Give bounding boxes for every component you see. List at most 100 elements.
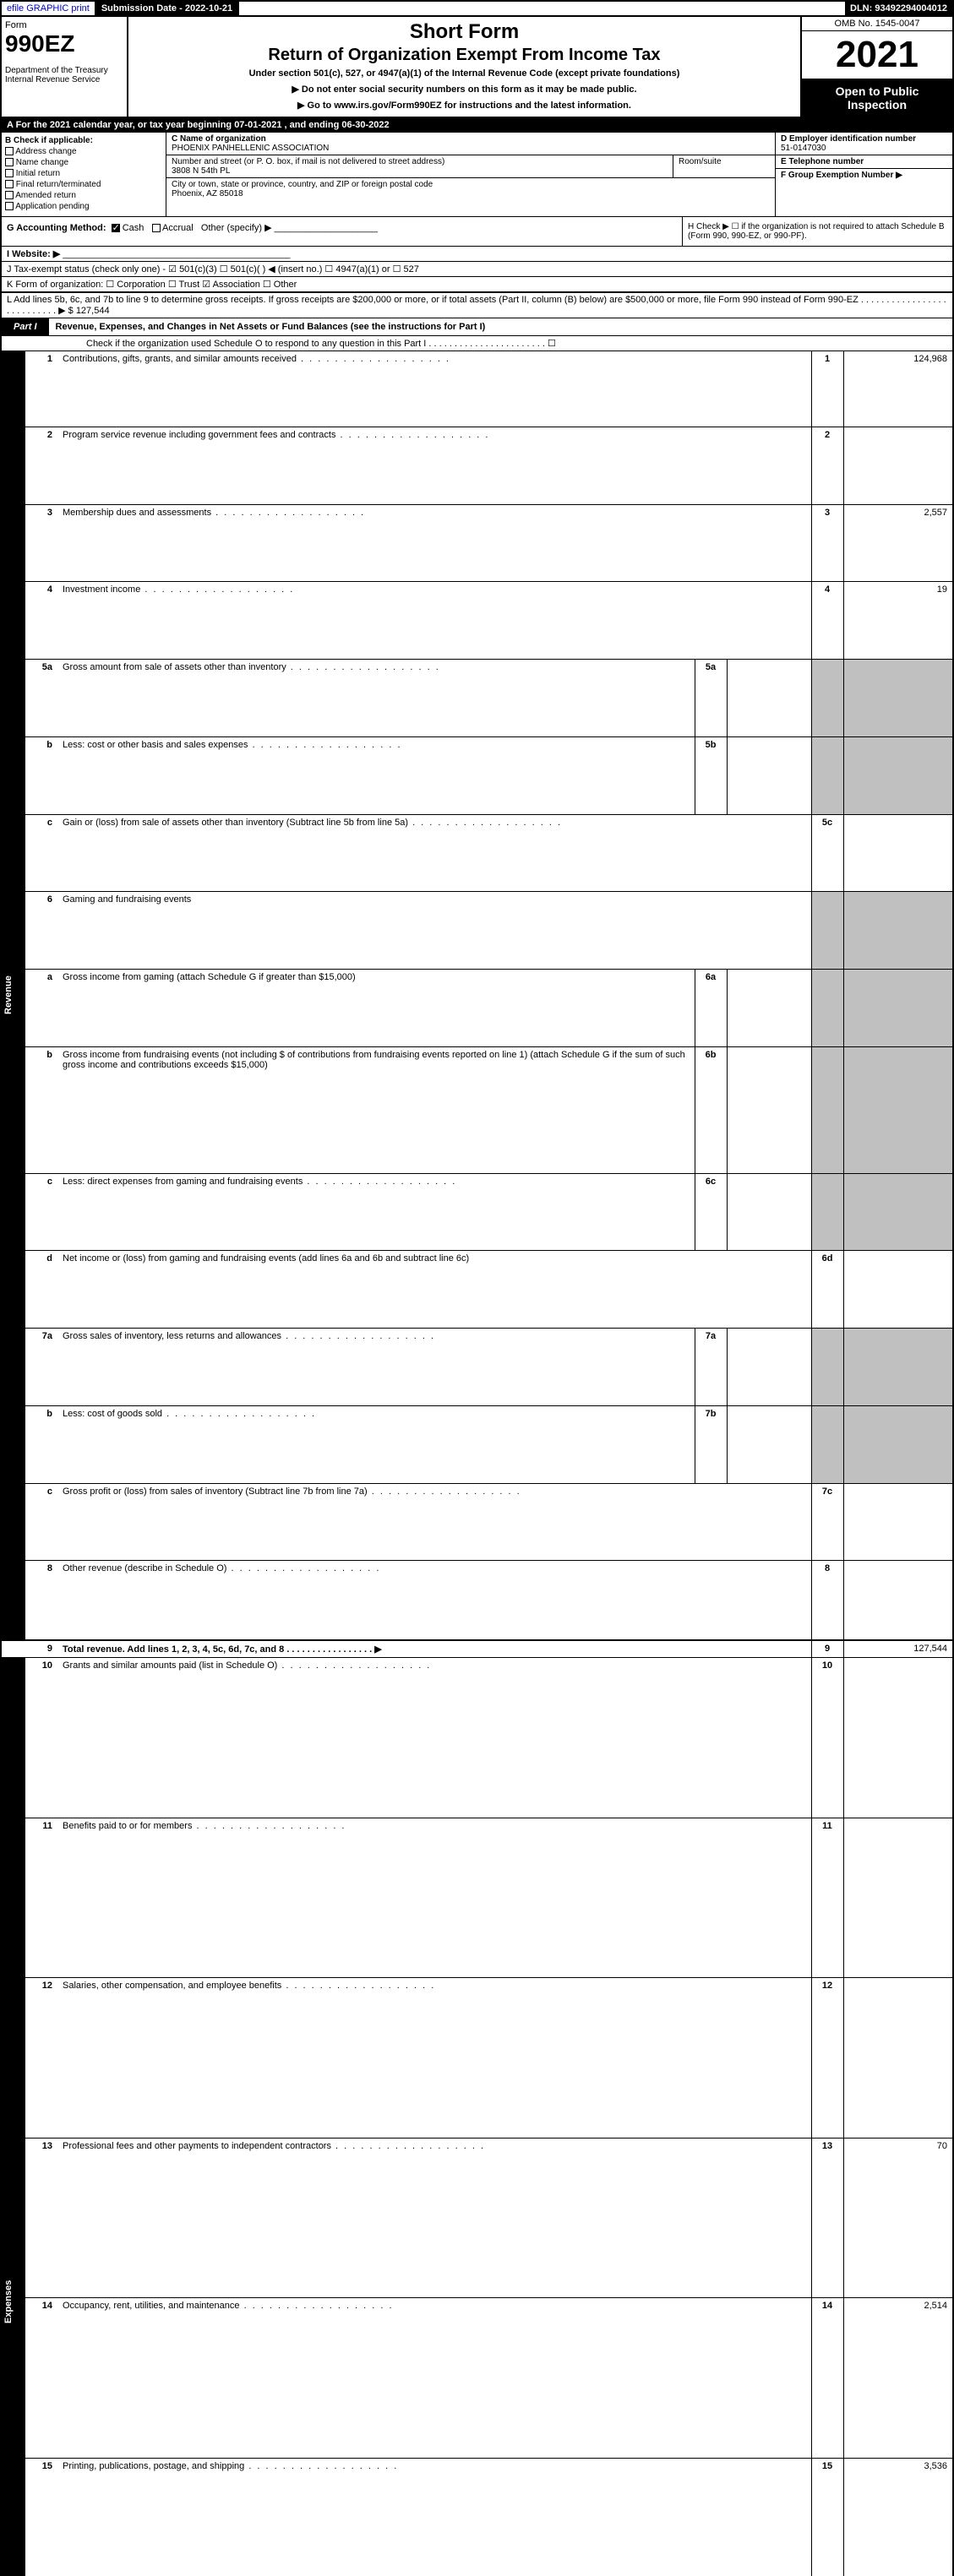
line-12-desc: Salaries, other compensation, and employ… — [57, 1978, 811, 2139]
line-8-num: 8 — [25, 1561, 57, 1640]
header-left: Form 990EZ Department of the Treasury In… — [2, 17, 128, 117]
row-gh: G Accounting Method: Cash Accrual Other … — [0, 217, 954, 246]
c-name-label: C Name of organization — [172, 134, 266, 144]
form-number: 990EZ — [5, 30, 123, 57]
line-11-desc: Benefits paid to or for members — [57, 1818, 811, 1978]
form-label: Form — [5, 20, 123, 30]
efile-link[interactable]: efile GRAPHIC print — [2, 2, 96, 15]
line-6b-desc: Gross income from fundraising events (no… — [57, 1046, 695, 1173]
line-15-desc: Printing, publications, postage, and shi… — [57, 2458, 811, 2576]
line-6c-ival — [727, 1173, 811, 1251]
part1-tab: Part I — [2, 318, 49, 335]
row-a-calendar-year: A For the 2021 calendar year, or tax yea… — [0, 118, 954, 133]
short-form-title: Short Form — [135, 20, 793, 44]
line-5a-ibox: 5a — [695, 660, 727, 737]
org-name: PHOENIX PANHELLENIC ASSOCIATION — [172, 144, 329, 153]
line-6d-box: 6d — [811, 1251, 843, 1329]
row-k: K Form of organization: ☐ Corporation ☐ … — [0, 276, 954, 293]
line-11-num: 11 — [25, 1818, 57, 1978]
line-6a-ibox: 6a — [695, 970, 727, 1047]
top-bar: efile GRAPHIC print Submission Date - 20… — [0, 0, 954, 17]
line-6b-ibox: 6b — [695, 1046, 727, 1173]
check-application-pending[interactable]: Application pending — [5, 202, 162, 211]
main-title: Return of Organization Exempt From Incom… — [135, 46, 793, 65]
check-accrual[interactable] — [152, 224, 161, 232]
subtitle: Under section 501(c), 527, or 4947(a)(1)… — [135, 68, 793, 79]
line-7a-amt — [843, 1329, 953, 1406]
line-4-box: 4 — [811, 582, 843, 660]
public-inspection: Open to Public Inspection — [802, 79, 952, 117]
line-7b-amt — [843, 1405, 953, 1483]
line-6d-num: d — [25, 1251, 57, 1329]
line-10-num: 10 — [25, 1658, 57, 1818]
goto-link[interactable]: ▶ Go to www.irs.gov/Form990EZ for instru… — [135, 100, 793, 111]
check-name-change[interactable]: Name change — [5, 158, 162, 167]
line-5a-amt — [843, 660, 953, 737]
city-value: Phoenix, AZ 85018 — [172, 189, 243, 198]
line-10-amt — [843, 1658, 953, 1818]
line-5b-box — [811, 736, 843, 814]
header-middle: Short Form Return of Organization Exempt… — [128, 17, 800, 117]
line-15-box: 15 — [811, 2458, 843, 2576]
org-name-block: C Name of organization PHOENIX PANHELLEN… — [166, 133, 775, 155]
line-3-num: 3 — [25, 504, 57, 582]
line-1-box: 1 — [811, 351, 843, 427]
line-7a-ibox: 7a — [695, 1329, 727, 1406]
section-f: F Group Exemption Number ▶ — [776, 169, 952, 182]
line-4-desc: Investment income — [57, 582, 811, 660]
line-3-amt: 2,557 — [843, 504, 953, 582]
line-7c-num: c — [25, 1483, 57, 1561]
line-7b-num: b — [25, 1405, 57, 1483]
line-5c-amt — [843, 814, 953, 892]
street-label: Number and street (or P. O. box, if mail… — [172, 157, 444, 166]
line-9-box: 9 — [811, 1640, 843, 1658]
line-12-num: 12 — [25, 1978, 57, 2139]
line-8-desc: Other revenue (describe in Schedule O) — [57, 1561, 811, 1640]
line-6d-desc: Net income or (loss) from gaming and fun… — [57, 1251, 811, 1329]
check-amended-return[interactable]: Amended return — [5, 191, 162, 200]
row-l: L Add lines 5b, 6c, and 7b to line 9 to … — [0, 293, 954, 318]
line-5b-amt — [843, 736, 953, 814]
dln: DLN: 93492294004012 — [845, 2, 952, 15]
line-2-box: 2 — [811, 427, 843, 504]
check-initial-return[interactable]: Initial return — [5, 169, 162, 178]
part1-title: Revenue, Expenses, and Changes in Net As… — [56, 322, 486, 332]
irs-label: Internal Revenue Service — [5, 75, 123, 84]
line-13-num: 13 — [25, 2138, 57, 2298]
line-2-amt — [843, 427, 953, 504]
line-5b-ival — [727, 736, 811, 814]
street-value: 3808 N 54th PL — [172, 166, 231, 176]
line-7a-box — [811, 1329, 843, 1406]
check-address-change[interactable]: Address change — [5, 147, 162, 156]
line-6-num: 6 — [25, 892, 57, 970]
line-7c-amt — [843, 1483, 953, 1561]
line-14-num: 14 — [25, 2298, 57, 2459]
line-14-amt: 2,514 — [843, 2298, 953, 2459]
part1-table: Revenue 1 Contributions, gifts, grants, … — [0, 351, 954, 2576]
line-1-amt: 124,968 — [843, 351, 953, 427]
omb-number: OMB No. 1545-0047 — [802, 17, 952, 31]
line-13-amt: 70 — [843, 2138, 953, 2298]
check-final-return[interactable]: Final return/terminated — [5, 180, 162, 189]
line-12-amt — [843, 1978, 953, 2139]
line-3-desc: Membership dues and assessments — [57, 504, 811, 582]
section-c: C Name of organization PHOENIX PANHELLEN… — [166, 133, 775, 216]
line-12-box: 12 — [811, 1978, 843, 2139]
line-5a-box — [811, 660, 843, 737]
line-5b-desc: Less: cost or other basis and sales expe… — [57, 736, 695, 814]
city-label: City or town, state or province, country… — [172, 180, 433, 189]
line-6c-num: c — [25, 1173, 57, 1251]
line-5a-ival — [727, 660, 811, 737]
submission-date: Submission Date - 2022-10-21 — [96, 2, 239, 15]
section-def: D Employer identification number 51-0147… — [775, 133, 952, 216]
line-9-desc: Total revenue. Add lines 1, 2, 3, 4, 5c,… — [57, 1640, 811, 1658]
line-7b-desc: Less: cost of goods sold — [57, 1405, 695, 1483]
line-5c-num: c — [25, 814, 57, 892]
line-13-desc: Professional fees and other payments to … — [57, 2138, 811, 2298]
section-b: B Check if applicable: Address change Na… — [2, 133, 166, 216]
row-h: H Check ▶ ☐ if the organization is not r… — [682, 217, 952, 246]
line-6b-box — [811, 1046, 843, 1173]
check-cash[interactable] — [112, 224, 120, 232]
street-row: Number and street (or P. O. box, if mail… — [166, 155, 775, 178]
line-6a-ival — [727, 970, 811, 1047]
